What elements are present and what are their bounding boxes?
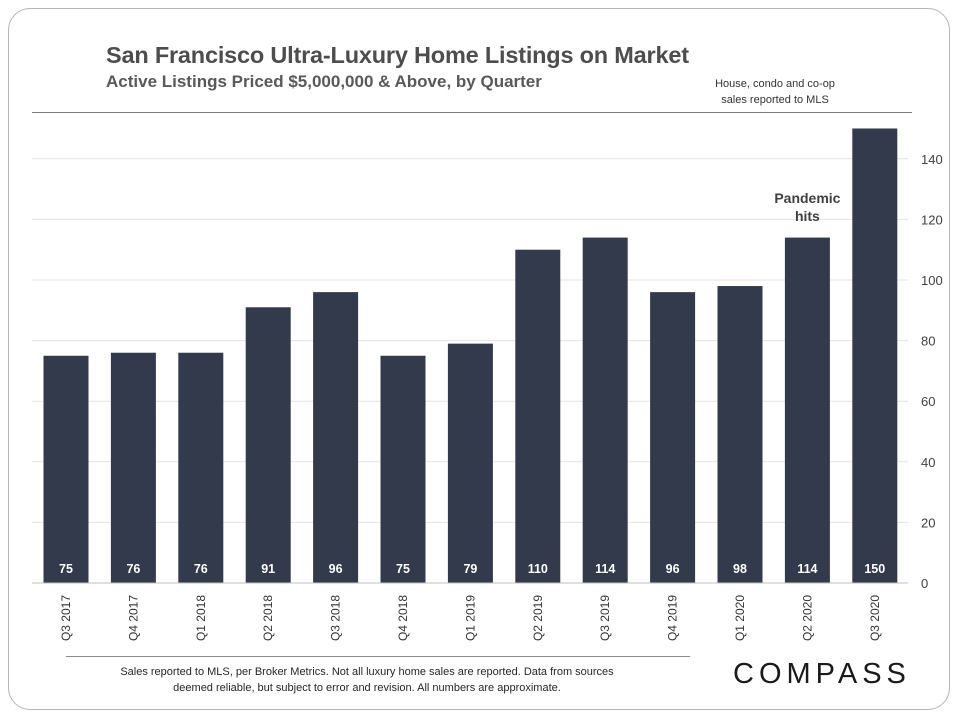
bar-data-label: 96 xyxy=(329,562,343,576)
x-category-label: Q3 2018 xyxy=(329,595,343,641)
x-category-label: Q2 2020 xyxy=(800,595,814,641)
bar xyxy=(515,249,561,583)
y-tick-label: 20 xyxy=(921,515,935,530)
x-category-label: Q1 2020 xyxy=(733,595,747,641)
footnote-line-2: deemed reliable, but subject to error an… xyxy=(173,682,561,694)
bar xyxy=(852,128,898,583)
footnote-divider xyxy=(66,656,690,657)
y-tick-label: 100 xyxy=(921,273,943,288)
bar-data-label: 76 xyxy=(194,562,208,576)
bar-data-label: 98 xyxy=(733,562,747,576)
footnote: Sales reported to MLS, per Broker Metric… xyxy=(70,664,664,696)
bar-data-label: 114 xyxy=(797,562,817,576)
chart-title: San Francisco Ultra-Luxury Home Listings… xyxy=(106,42,689,68)
bar-data-label: 96 xyxy=(666,562,680,576)
y-tick-label: 140 xyxy=(921,152,943,167)
x-category-label: Q4 2017 xyxy=(126,595,140,641)
x-category-label: Q4 2019 xyxy=(666,595,680,641)
bar xyxy=(447,343,493,583)
x-category-label: Q3 2019 xyxy=(598,595,612,641)
y-tick-label: 40 xyxy=(921,455,935,470)
x-category-label: Q3 2017 xyxy=(59,595,73,641)
chart-subtitle: Active Listings Priced $5,000,000 & Abov… xyxy=(106,72,542,91)
y-tick-label: 80 xyxy=(921,334,935,349)
bar xyxy=(784,237,830,583)
x-category-label: Q4 2018 xyxy=(396,595,410,641)
compass-logo: COMPASS xyxy=(733,658,911,690)
x-category-label: Q1 2018 xyxy=(194,595,208,641)
title-divider xyxy=(32,112,912,113)
x-category-label: Q3 2020 xyxy=(868,595,882,641)
bar-data-label: 91 xyxy=(261,562,275,576)
bar xyxy=(178,352,224,583)
annotation-hits: hits xyxy=(795,208,820,224)
bar xyxy=(650,292,696,583)
bar xyxy=(717,286,763,583)
bar xyxy=(582,237,628,583)
bar-data-label: 75 xyxy=(396,562,410,576)
bar-data-label: 110 xyxy=(528,562,548,576)
y-tick-label: 60 xyxy=(921,394,935,409)
y-tick-label: 0 xyxy=(921,576,928,591)
bar-data-label: 150 xyxy=(864,562,885,576)
bar-data-label: 79 xyxy=(463,562,477,576)
bar xyxy=(313,292,359,583)
footnote-line-1: Sales reported to MLS, per Broker Metric… xyxy=(120,666,614,678)
bar xyxy=(110,352,156,583)
source-note-line-1: House, condo and co-op xyxy=(715,78,835,90)
bar xyxy=(43,355,89,583)
x-category-label: Q2 2019 xyxy=(531,595,545,641)
source-note-line-2: sales reported to MLS xyxy=(721,94,829,106)
x-category-label: Q2 2018 xyxy=(261,595,275,641)
annotation-pandemic: Pandemic xyxy=(774,190,840,206)
bar xyxy=(245,307,291,583)
bar xyxy=(380,355,426,583)
y-tick-label: 120 xyxy=(921,212,943,227)
bar-data-label: 75 xyxy=(59,562,73,576)
x-category-label: Q1 2019 xyxy=(463,595,477,641)
bar-data-label: 114 xyxy=(595,562,615,576)
bar-data-label: 76 xyxy=(126,562,140,576)
source-note: House, condo and co-op sales reported to… xyxy=(690,76,860,108)
